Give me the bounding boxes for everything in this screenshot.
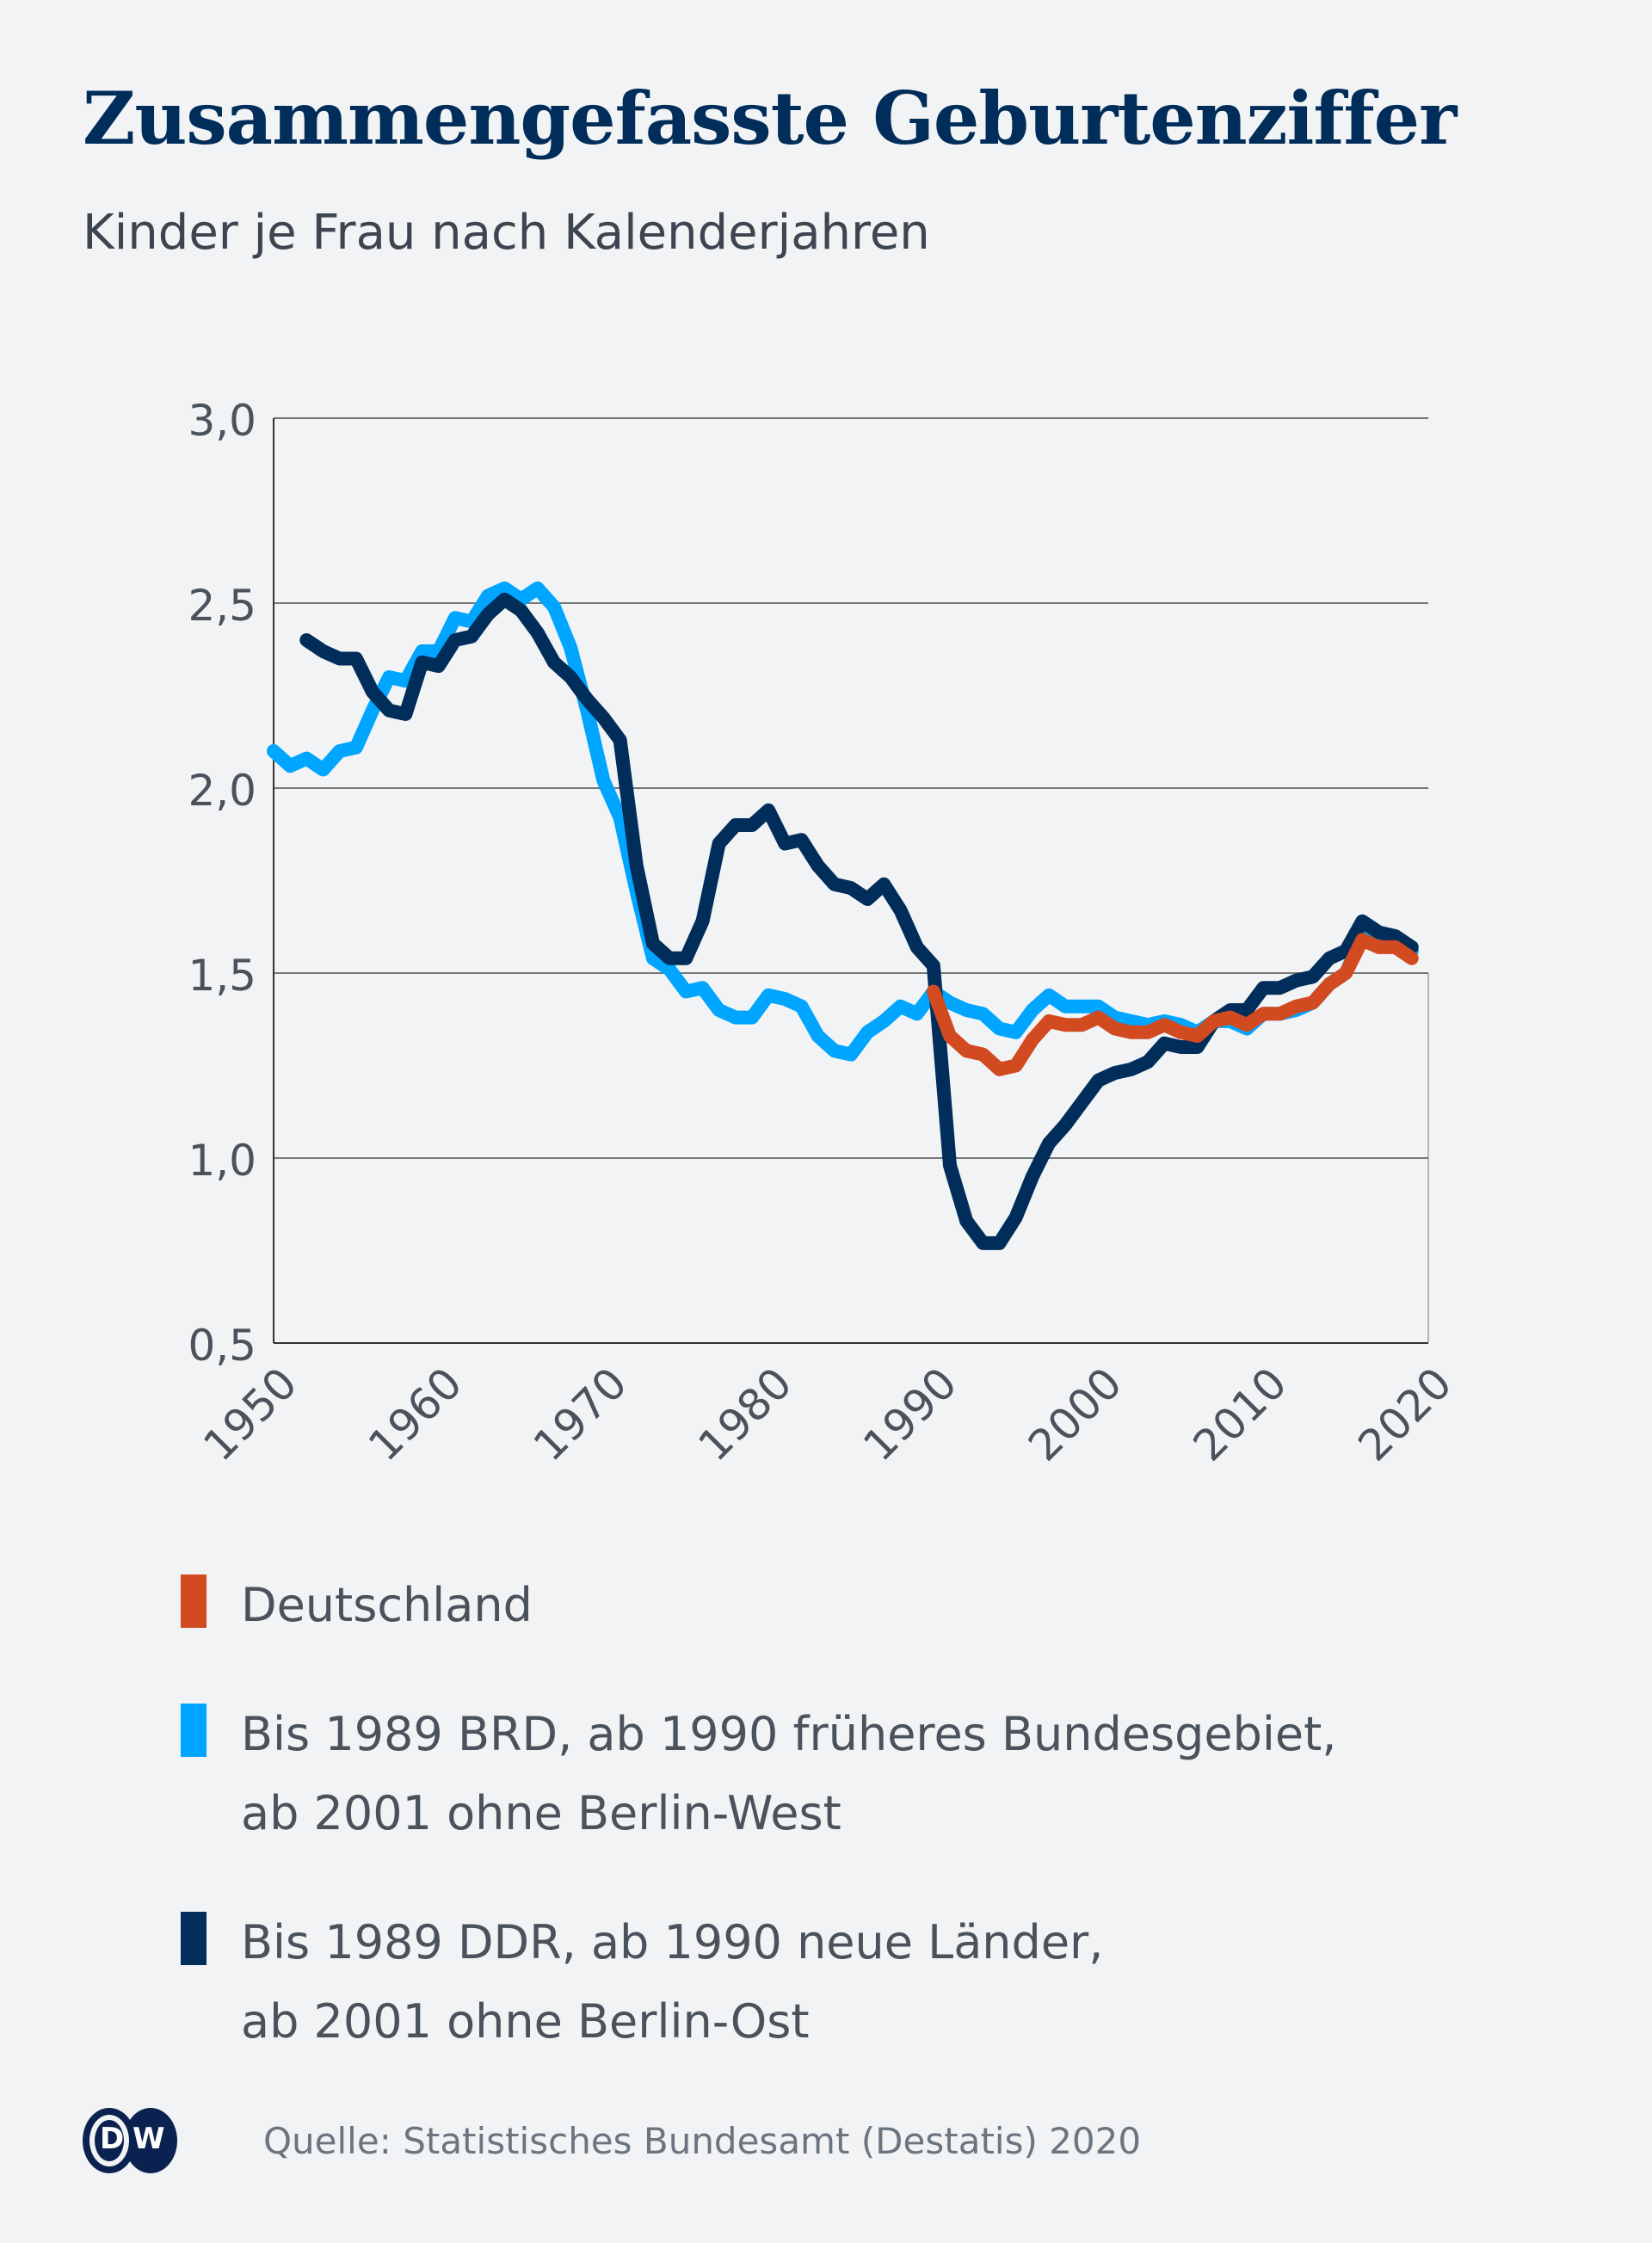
x-tick-label: 1950 [194,1358,306,1470]
x-tick-label: 2000 [1019,1358,1131,1470]
y-tick-label: 1,0 [188,1136,256,1186]
y-tick-label: 0,5 [188,1321,256,1371]
footer: D W Quelle: Statistisches Bundesamt (Des… [83,2106,1141,2175]
x-tick-label: 1970 [524,1358,637,1470]
y-tick-label: 2,5 [188,581,256,631]
y-tick-label: 1,5 [188,951,256,1001]
line-chart: 0,5 1,0 1,5 2,0 2,5 3,0 1950 1960 1970 1980 1990 2… [188,396,1461,1470]
x-tick-label: 1960 [359,1358,472,1470]
legend-label-ddr-line2: ab 2001 ohne Berlin-Ost [241,1994,810,2049]
legend: Deutschland Bis 1989 BRD, ab 1990 früher… [181,1566,1336,2111]
chart-title: Zusammengefasste Geburtenziffer [83,76,1457,161]
legend-label-brd-line1: Bis 1989 BRD, ab 1990 früheres Bundesgeb… [241,1707,1337,1761]
legend-swatch-brd [181,1704,206,1757]
x-tick-label: 2020 [1348,1358,1461,1470]
source-note: Quelle: Statistisches Bundesamt (Destati… [263,2119,1142,2162]
chart-subtitle: Kinder je Frau nach Kalenderjahren [83,205,930,261]
legend-item-ddr: Bis 1989 DDR, ab 1990 neue Länder, ab 20… [181,1903,1336,2061]
dw-logo-icon: D W [83,2108,177,2173]
series-line-bis-ddr [299,592,1419,1250]
x-tick-label: 1980 [689,1358,802,1470]
legend-item-deutschland: Deutschland [181,1566,1336,1645]
x-tick-label: 2010 [1184,1358,1297,1470]
y-tick-label: 3,0 [188,396,256,446]
legend-swatch-ddr [181,1912,206,1965]
logo-letter-w: W [133,2122,165,2156]
series-line-deutschland [926,933,1419,1076]
legend-swatch-deutschland [181,1574,206,1628]
x-tick-label: 1990 [854,1358,966,1470]
legend-label-ddr-line1: Bis 1989 DDR, ab 1990 neue Länder, [241,1915,1104,1969]
legend-label-deutschland: Deutschland [241,1578,533,1632]
legend-label-brd-line2: ab 2001 ohne Berlin-West [241,1786,841,1840]
legend-item-brd: Bis 1989 BRD, ab 1990 früheres Bundesgeb… [181,1695,1336,1853]
y-tick-label: 2,0 [188,766,256,816]
logo-letter-d: D [100,2122,125,2156]
